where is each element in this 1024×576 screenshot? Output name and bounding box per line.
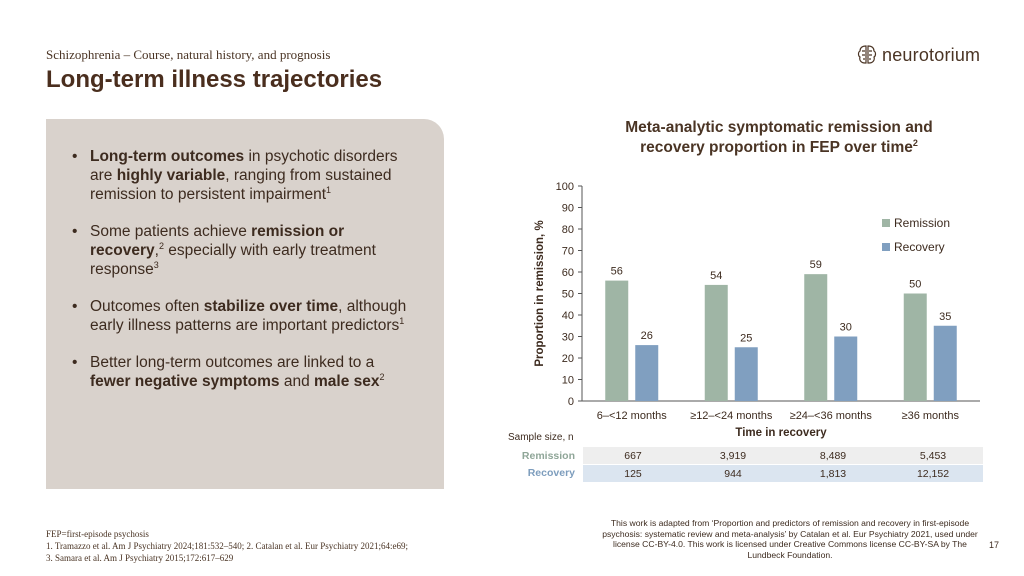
remission-bar xyxy=(903,293,927,401)
bullet-text: Outcomes often xyxy=(90,298,204,315)
bullet-list: Long-term outcomes in psychotic disorder… xyxy=(72,147,417,409)
y-tick-label: 0 xyxy=(568,396,574,408)
bullet-text: , ranging from sustained remission to pe… xyxy=(90,167,392,203)
y-tick-label: 60 xyxy=(562,267,574,279)
remission-bar xyxy=(804,274,828,401)
brand-logo: neurotorium xyxy=(857,44,980,66)
recovery-bar xyxy=(933,325,957,401)
x-tick-label: ≥12–<24 months xyxy=(690,410,773,422)
y-tick-label: 20 xyxy=(562,353,574,365)
brain-logo-icon xyxy=(857,45,877,64)
y-tick-label: 40 xyxy=(562,310,574,322)
x-tick-label: ≥36 months xyxy=(902,410,960,422)
sample-cell: 944 xyxy=(683,464,783,482)
data-label: 54 xyxy=(710,270,722,282)
sample-row-label: Remission xyxy=(521,449,575,462)
bullet-item: Outcomes often stabilize over time, alth… xyxy=(72,297,417,335)
data-label: 35 xyxy=(939,311,951,323)
bullet-text: Better long-term outcomes are linked to … xyxy=(90,354,375,371)
recovery-bar xyxy=(834,336,858,401)
footnotes: FEP=first-episode psychosis 1. Tramazzo … xyxy=(46,528,408,564)
sample-row-recovery: Recovery 125 944 1,813 12,152 xyxy=(497,464,983,482)
bullet-emphasis: highly variable xyxy=(116,167,226,184)
bullet-item: Some patients achieve remission or recov… xyxy=(72,222,417,279)
sample-size-label: Sample size, n xyxy=(508,432,574,443)
y-tick-label: 10 xyxy=(562,375,574,387)
x-tick-label: ≥24–<36 months xyxy=(790,410,873,422)
y-axis-label: Proportion in remission, % xyxy=(534,220,546,366)
logo-text: neurotorium xyxy=(882,44,981,65)
x-tick-label: 6–<12 months xyxy=(597,410,668,422)
bullet-item: Long-term outcomes in psychotic disorder… xyxy=(72,147,417,204)
y-tick-label: 70 xyxy=(562,246,574,258)
data-label: 26 xyxy=(641,330,653,342)
reference-mark: 1 xyxy=(326,184,332,195)
bullet-emphasis: fewer negative symptoms xyxy=(90,373,280,390)
chart-title-ref: 2 xyxy=(912,137,918,148)
reference-mark: 2 xyxy=(158,240,164,251)
sample-size-table: Remission 667 3,919 8,489 5,453 Recovery… xyxy=(497,447,983,482)
bullet-emphasis: stabilize over time xyxy=(203,298,339,315)
bullet-emphasis: remission or recovery xyxy=(90,223,345,259)
y-tick-label: 90 xyxy=(562,203,574,215)
x-axis-label: Time in recovery xyxy=(735,427,827,439)
y-tick-label: 100 xyxy=(556,181,574,193)
data-label: 25 xyxy=(740,332,752,344)
sample-cell: 125 xyxy=(583,464,683,482)
chart-title: Meta-analytic symptomatic remission and … xyxy=(575,118,983,158)
reference-mark: 2 xyxy=(379,371,385,382)
legend-label: Remission xyxy=(894,216,950,230)
legend-label: Recovery xyxy=(894,240,945,254)
bullet-item: Better long-term outcomes are linked to … xyxy=(72,353,417,391)
sample-cell: 667 xyxy=(583,447,683,465)
bullet-emphasis: Long-term outcomes xyxy=(90,148,245,165)
sample-cell: 12,152 xyxy=(883,464,983,482)
legend-swatch xyxy=(882,243,890,251)
chart-title-line2: recovery proportion in FEP over time xyxy=(640,139,913,156)
page-number: 17 xyxy=(989,540,1000,550)
sample-row-label: Recovery xyxy=(527,467,575,480)
sample-cell: 3,919 xyxy=(683,447,783,465)
footnote-refs: 1. Tramazzo et al. Am J Psychiatry 2024;… xyxy=(46,541,408,551)
y-tick-label: 50 xyxy=(562,289,574,301)
chart-title-line1: Meta-analytic symptomatic remission and xyxy=(625,119,933,136)
page-title: Long-term illness trajectories xyxy=(46,66,383,93)
footnote-abbrev: FEP=first-episode psychosis xyxy=(46,529,149,539)
section-subtitle: Schizophrenia – Course, natural history,… xyxy=(46,47,331,62)
data-label: 59 xyxy=(810,259,822,271)
license-credit: This work is adapted from ‘Proportion an… xyxy=(602,518,978,560)
remission-bar xyxy=(605,280,629,401)
bullet-text: and xyxy=(279,373,314,390)
bar-chart: 0 10 20 30 40 50 60 70 80 90 100 Proportion in remi… xyxy=(534,181,980,439)
bullet-text: in psychotic disorders are xyxy=(90,148,398,184)
footnote-refs-2: 3. Samara et al. Am J Psychiatry 2015;17… xyxy=(46,553,234,563)
y-tick-label: 30 xyxy=(562,332,574,344)
data-label: 56 xyxy=(611,266,623,278)
remission-bar xyxy=(704,284,728,401)
recovery-bar xyxy=(734,347,758,401)
bullet-text: , although early illness patterns are im… xyxy=(90,298,407,334)
sample-cell: 5,453 xyxy=(883,447,983,465)
bullet-text: Some patients achieve xyxy=(90,223,252,240)
sample-cell: 1,813 xyxy=(783,464,883,482)
sample-cell: 8,489 xyxy=(783,447,883,465)
bullet-emphasis: male sex xyxy=(314,373,380,390)
data-label: 50 xyxy=(909,279,921,291)
bullet-text: especially with early treatment response xyxy=(90,242,376,278)
reference-mark: 3 xyxy=(153,259,159,270)
key-points-panel: Long-term outcomes in psychotic disorder… xyxy=(46,119,444,489)
recovery-bar xyxy=(635,345,659,401)
y-tick-label: 80 xyxy=(562,224,574,236)
data-label: 30 xyxy=(840,322,852,334)
bullet-text: , xyxy=(154,242,159,259)
sample-row-remission: Remission 667 3,919 8,489 5,453 xyxy=(497,447,983,465)
reference-mark: 1 xyxy=(399,315,405,326)
legend-swatch xyxy=(882,219,890,227)
